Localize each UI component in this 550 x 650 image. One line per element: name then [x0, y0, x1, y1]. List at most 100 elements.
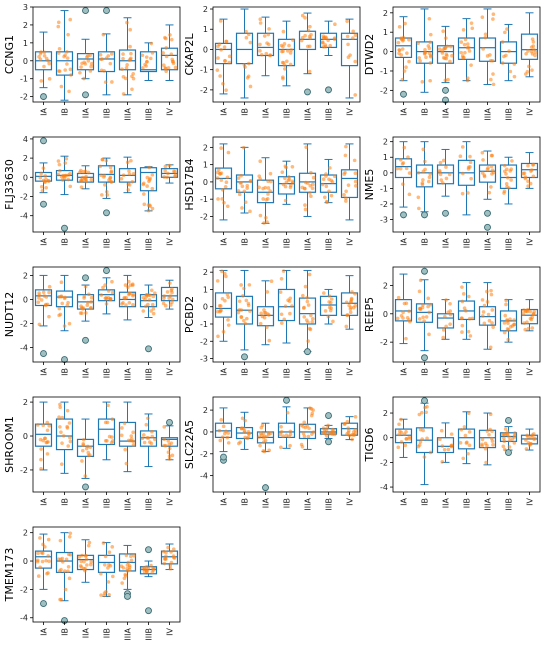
- box-iib: [277, 20, 296, 87]
- sample-point: [104, 302, 109, 306]
- sample-point: [104, 297, 109, 301]
- sample-point: [85, 303, 90, 308]
- sample-point: [508, 169, 513, 173]
- sample-point: [129, 437, 134, 441]
- sample-point: [489, 153, 494, 158]
- box-iia: [436, 422, 455, 464]
- outlier-point: [40, 600, 47, 608]
- category-label: IIA: [82, 237, 91, 248]
- box-ia: [394, 16, 413, 98]
- sample-point: [327, 189, 331, 194]
- sample-point: [442, 447, 447, 452]
- box-iib: [457, 141, 476, 216]
- box-iiib: [319, 20, 338, 94]
- sample-point: [224, 88, 228, 92]
- sample-point: [345, 419, 350, 424]
- sample-point: [218, 309, 223, 313]
- sample-point: [462, 42, 467, 47]
- sample-point: [79, 185, 84, 189]
- sample-point: [128, 554, 133, 559]
- sample-point: [327, 294, 332, 298]
- box-iiia: [118, 544, 137, 600]
- sample-point: [402, 69, 407, 73]
- iqr-box: [214, 292, 233, 318]
- y-tick-label: 2: [23, 271, 28, 280]
- sample-point: [162, 63, 166, 68]
- sample-point: [246, 61, 251, 66]
- sample-point: [242, 430, 247, 434]
- sample-point: [58, 425, 62, 429]
- sample-point: [132, 553, 136, 558]
- category-label: IIB: [283, 238, 292, 248]
- sample-point: [326, 314, 331, 319]
- sample-point: [299, 423, 304, 427]
- sample-point: [428, 78, 432, 83]
- sample-point: [285, 49, 290, 53]
- y-axis-label: CCNG1: [3, 35, 16, 74]
- sample-point: [130, 87, 134, 92]
- sample-point: [290, 165, 295, 169]
- sample-point: [218, 74, 222, 78]
- sample-point: [328, 300, 333, 305]
- sample-point: [504, 298, 508, 303]
- sample-point: [421, 169, 426, 174]
- sample-point: [427, 46, 432, 51]
- sample-point: [258, 49, 262, 53]
- sample-point: [449, 443, 454, 448]
- sample-point: [266, 312, 270, 316]
- y-tick-label: -1: [20, 75, 28, 84]
- sample-point: [121, 173, 126, 177]
- y-axis-label: NUDT12: [3, 292, 16, 337]
- sample-point: [291, 38, 295, 42]
- sample-point: [282, 317, 287, 322]
- y-tick-label: -2: [380, 86, 388, 95]
- sample-point: [166, 450, 171, 455]
- sample-point: [68, 439, 73, 444]
- sample-point: [169, 441, 174, 445]
- sample-point: [427, 175, 432, 180]
- sample-point: [110, 417, 115, 422]
- sample-point: [60, 462, 64, 466]
- sample-point: [265, 290, 270, 294]
- box-iiia: [298, 406, 317, 450]
- iqr-box: [160, 437, 179, 447]
- sample-point: [162, 425, 167, 429]
- sample-point: [502, 439, 507, 444]
- sample-point: [224, 274, 228, 279]
- sample-point: [269, 179, 273, 184]
- category-label: IV: [526, 497, 535, 505]
- box-ia: [34, 401, 53, 471]
- box-iib: [97, 7, 116, 96]
- sample-point: [220, 435, 225, 439]
- sample-point: [128, 291, 133, 296]
- sample-point: [346, 183, 351, 187]
- sample-point: [423, 48, 427, 52]
- sample-point: [99, 571, 103, 576]
- outlier-point: [103, 7, 110, 15]
- category-label: IA: [400, 367, 409, 375]
- sample-point: [397, 422, 401, 427]
- sample-point: [57, 569, 62, 573]
- sample-point: [445, 44, 450, 49]
- sample-point: [448, 322, 452, 326]
- sample-point: [440, 460, 445, 464]
- sample-point: [65, 62, 69, 66]
- sample-point: [420, 305, 425, 310]
- iqr-box: [97, 51, 116, 73]
- outlier-point: [166, 418, 173, 426]
- sample-point: [327, 177, 331, 182]
- sample-point: [60, 301, 65, 306]
- sample-point: [281, 29, 286, 34]
- sample-point: [489, 164, 494, 169]
- sample-point: [505, 175, 510, 180]
- sample-point: [418, 440, 423, 444]
- sample-point: [487, 190, 492, 195]
- sample-point: [78, 311, 83, 315]
- category-label: IIIB: [325, 498, 334, 511]
- sample-point: [401, 310, 405, 315]
- sample-point: [403, 21, 407, 26]
- sample-point: [467, 294, 471, 299]
- chart-panel-shroom1: -2 0 2 IA IB IIA IIB IIIA IIIB IV SHROOM1: [3, 396, 181, 511]
- sample-point: [149, 41, 154, 46]
- category-label: IIA: [442, 497, 451, 508]
